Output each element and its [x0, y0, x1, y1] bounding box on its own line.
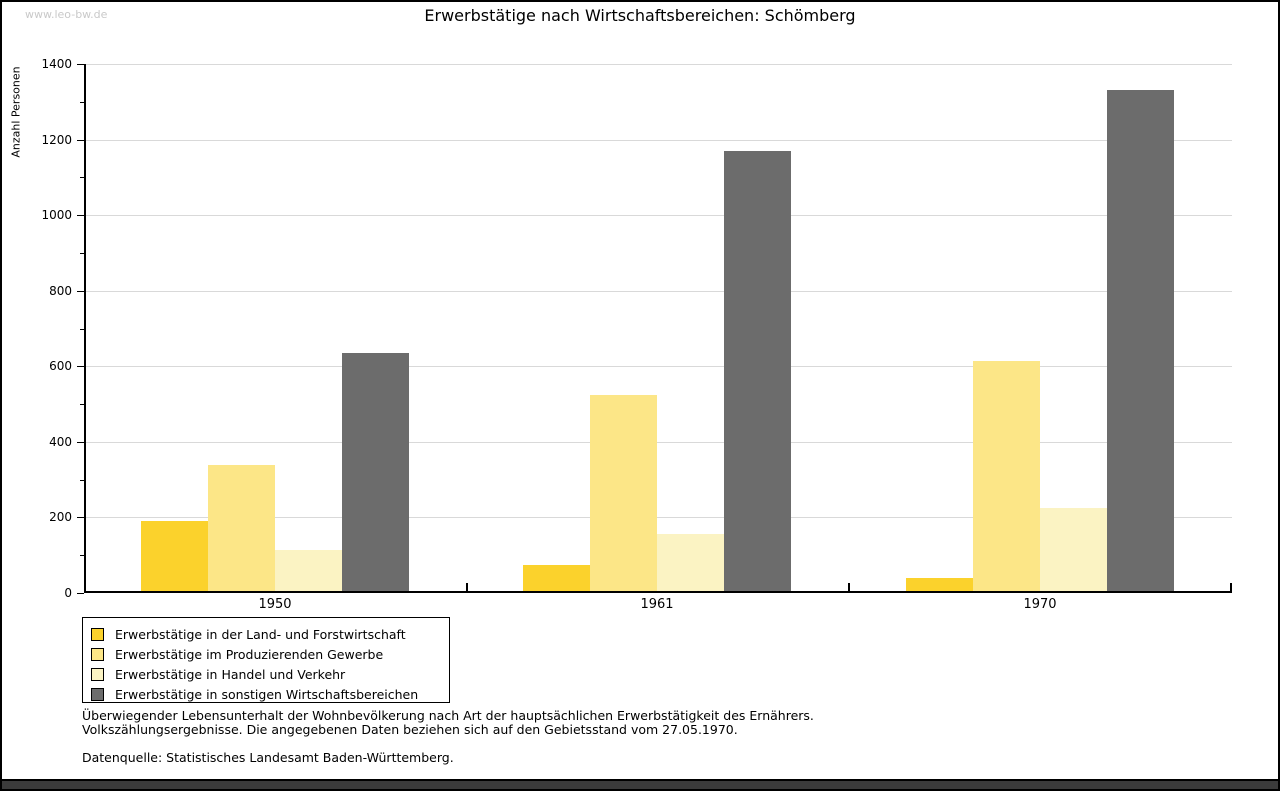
data-source-note: Datenquelle: Statistisches Landesamt Bad… — [82, 750, 454, 765]
x-category-label-1950: 1950 — [258, 597, 292, 612]
legend-swatch-icon — [91, 627, 104, 641]
legend-label: Erwerbstätige in sonstigen Wirtschaftsbe… — [115, 686, 419, 702]
x-axis-end-tick — [1230, 583, 1232, 591]
window-bottom-bar — [2, 779, 1278, 789]
legend-label: Erwerbstätige im Produzierenden Gewerbe — [115, 646, 384, 662]
y-tick-label-1200: 1200 — [41, 132, 72, 147]
x-separator-tick-1 — [466, 583, 468, 591]
bar-1961-series-1 — [523, 564, 590, 593]
bar-1950-series-2 — [208, 464, 275, 593]
gridline-800 — [86, 290, 1232, 292]
legend-item: Erwerbstätige in Handel und Verkehr — [91, 664, 449, 684]
bar-1970-series-1 — [906, 577, 973, 593]
y-tick-label-200: 200 — [49, 510, 72, 525]
y-minor-tick-300 — [80, 479, 84, 481]
x-category-label-1970: 1970 — [1023, 597, 1057, 612]
y-axis-line — [84, 64, 86, 593]
y-tick-200 — [77, 517, 84, 519]
legend-item: Erwerbstätige in der Land- und Forstwirt… — [91, 624, 449, 644]
y-axis-label: Anzahl Personen — [9, 66, 23, 158]
y-tick-600 — [77, 366, 84, 368]
legend: Erwerbstätige in der Land- und Forstwirt… — [82, 617, 450, 703]
y-tick-1400 — [77, 64, 84, 65]
legend-item: Erwerbstätige im Produzierenden Gewerbe — [91, 644, 449, 664]
gridline-400 — [86, 441, 1232, 443]
legend-swatch-icon — [91, 687, 104, 701]
plot-area: 0 200 400 600 800 1000 1200 1400 1950 1961 1970 — [41, 57, 1232, 612]
y-minor-tick-700 — [80, 328, 84, 330]
gridline-1000 — [86, 215, 1232, 217]
y-tick-label-600: 600 — [49, 359, 72, 374]
y-minor-tick-1100 — [80, 177, 84, 179]
x-category-label-1961: 1961 — [640, 597, 674, 612]
y-tick-label-800: 800 — [49, 283, 72, 298]
legend-label: Erwerbstätige in Handel und Verkehr — [115, 666, 346, 682]
gridline-200 — [86, 517, 1232, 519]
legend-swatch-icon — [91, 667, 104, 681]
footnote-line-1: Überwiegender Lebensunterhalt der Wohnbe… — [82, 708, 814, 723]
legend-swatch-icon — [91, 647, 104, 661]
gridline-600 — [86, 366, 1232, 368]
y-tick-1200 — [77, 139, 84, 141]
x-axis-line — [84, 591, 1232, 593]
bar-1950-series-4 — [342, 353, 409, 593]
bar-1950-series-1 — [141, 521, 208, 593]
y-tick-800 — [77, 290, 84, 292]
watermark: www.leo-bw.de — [25, 8, 108, 21]
y-tick-label-1400: 1400 — [41, 57, 72, 71]
bar-1961-series-3 — [657, 534, 724, 593]
x-separator-tick-2 — [848, 583, 850, 591]
bar-1970-series-3 — [1040, 507, 1107, 593]
y-minor-tick-900 — [80, 252, 84, 254]
y-tick-label-400: 400 — [49, 434, 72, 449]
y-minor-tick-500 — [80, 404, 84, 406]
footnote-line-2: Volkszählungsergebnisse. Die angegebenen… — [82, 722, 738, 737]
y-tick-400 — [77, 441, 84, 443]
bar-1961-series-2 — [590, 394, 657, 593]
gridline-1200 — [86, 139, 1232, 141]
bar-1961-series-4 — [724, 150, 791, 593]
bar-1970-series-2 — [973, 360, 1040, 593]
y-tick-1000 — [77, 215, 84, 217]
bar-1950-series-3 — [275, 549, 342, 593]
gridline-1400 — [86, 64, 1232, 65]
y-tick-0 — [77, 593, 84, 594]
chart-title: Erwerbstätige nach Wirtschaftsbereichen:… — [424, 6, 856, 25]
legend-label: Erwerbstätige in der Land- und Forstwirt… — [115, 626, 406, 642]
y-minor-tick-100 — [80, 555, 84, 557]
y-tick-label-0: 0 — [64, 586, 72, 600]
y-minor-tick-1300 — [80, 101, 84, 103]
y-tick-label-1000: 1000 — [41, 208, 72, 223]
bar-1970-series-4 — [1107, 90, 1174, 593]
legend-item: Erwerbstätige in sonstigen Wirtschaftsbe… — [91, 684, 449, 704]
